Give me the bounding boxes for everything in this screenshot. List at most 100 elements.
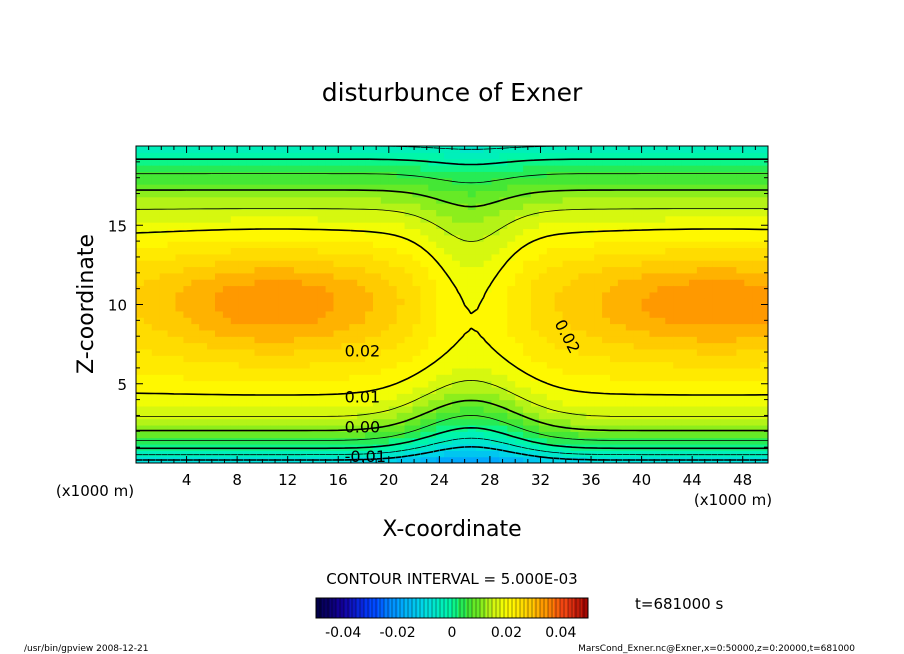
field-cell xyxy=(467,266,477,274)
field-cell xyxy=(499,393,508,401)
field-cell xyxy=(222,405,232,413)
field-cell xyxy=(657,304,666,312)
field-cell xyxy=(673,158,682,166)
field-cell xyxy=(546,418,556,426)
field-cell xyxy=(136,374,145,382)
field-cell xyxy=(673,247,682,255)
colorbar-cell xyxy=(512,598,515,618)
field-cell xyxy=(499,456,508,463)
field-cell xyxy=(752,304,761,312)
field-cell xyxy=(380,355,390,363)
field-cell xyxy=(570,177,579,185)
field-cell xyxy=(602,386,611,394)
field-cell xyxy=(167,443,177,451)
field-cell xyxy=(246,279,256,287)
field-cell xyxy=(349,241,358,249)
field-cell xyxy=(475,241,485,249)
field-cell xyxy=(704,393,714,401)
field-cell xyxy=(254,203,263,210)
field-cell xyxy=(752,348,761,356)
field-cell xyxy=(167,437,177,445)
field-cell xyxy=(546,304,556,312)
field-cell xyxy=(183,348,192,356)
field-cell xyxy=(412,380,421,388)
field-cell xyxy=(136,158,145,166)
field-cell xyxy=(136,393,145,401)
field-cell xyxy=(333,323,342,331)
colorbar-cell xyxy=(320,598,323,618)
field-cell xyxy=(681,374,690,382)
field-cell xyxy=(143,443,153,451)
field-cell xyxy=(246,405,256,413)
field-cell xyxy=(136,367,145,375)
field-cell xyxy=(633,165,643,172)
field-cell xyxy=(254,260,263,268)
field-cell xyxy=(499,342,508,350)
colorbar-cell xyxy=(430,598,433,618)
field-cell xyxy=(380,285,390,293)
field-cell xyxy=(309,361,319,369)
field-cell xyxy=(720,342,730,350)
field-cell xyxy=(712,298,722,306)
field-cell xyxy=(199,405,208,413)
field-cell xyxy=(657,196,666,204)
field-cell xyxy=(309,418,319,426)
colorbar-cell xyxy=(424,598,427,618)
field-cell xyxy=(151,291,161,299)
field-cell xyxy=(467,317,477,325)
field-cell xyxy=(744,196,753,204)
field-cell xyxy=(333,450,342,458)
field-cell xyxy=(215,367,224,375)
field-cell xyxy=(673,342,682,350)
field-cell xyxy=(199,184,208,191)
field-cell xyxy=(325,310,335,318)
field-cell xyxy=(712,374,722,382)
field-cell xyxy=(199,437,208,445)
field-cell xyxy=(349,374,358,382)
field-cell xyxy=(562,437,572,445)
contour-line xyxy=(136,228,768,396)
field-cell xyxy=(696,266,706,274)
field-cell xyxy=(262,291,271,299)
field-cell xyxy=(673,418,682,426)
field-cell xyxy=(428,336,437,344)
field-cell xyxy=(333,304,342,312)
field-cell xyxy=(483,146,493,153)
field-cell xyxy=(230,412,240,420)
field-cell xyxy=(720,361,730,369)
contour-lines xyxy=(136,146,768,461)
field-cell xyxy=(365,234,374,242)
field-cell xyxy=(159,171,169,179)
field-cell xyxy=(704,336,714,344)
field-cell xyxy=(191,310,200,318)
field-cell xyxy=(531,215,540,223)
field-cell xyxy=(420,260,429,268)
field-cell xyxy=(349,158,358,166)
colorbar-cell xyxy=(434,598,437,618)
field-cell xyxy=(373,412,382,420)
field-cell xyxy=(459,399,469,407)
field-cell xyxy=(712,418,722,426)
field-cell xyxy=(475,190,485,198)
field-cell xyxy=(270,380,279,388)
field-cell xyxy=(420,456,429,463)
field-cell xyxy=(744,228,753,236)
field-cell xyxy=(159,374,169,382)
field-cell xyxy=(475,228,485,236)
field-cell xyxy=(594,431,603,439)
field-cell xyxy=(562,272,572,280)
field-cell xyxy=(286,329,295,337)
field-cell xyxy=(404,165,414,172)
field-cell xyxy=(546,450,556,458)
field-cell xyxy=(475,285,485,293)
field-cell xyxy=(183,158,192,166)
field-cell xyxy=(689,177,698,185)
field-cell xyxy=(388,272,398,280)
field-cell xyxy=(301,367,311,375)
field-cell xyxy=(270,424,279,432)
field-cell xyxy=(736,228,745,236)
field-cell xyxy=(222,450,232,458)
field-cell xyxy=(657,260,666,268)
field-cell xyxy=(704,386,714,394)
field-cell xyxy=(159,348,169,356)
